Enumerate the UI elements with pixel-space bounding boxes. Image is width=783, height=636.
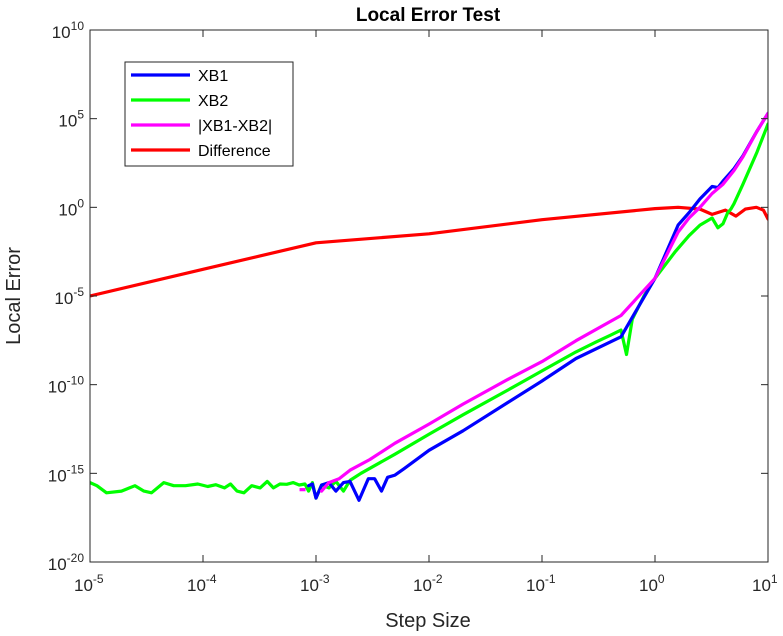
y-tick-label-1: 10-15 bbox=[48, 462, 85, 485]
legend-label-0: XB1 bbox=[198, 68, 228, 85]
y-tick-label-6: 1010 bbox=[52, 19, 85, 42]
legend-label-3: Difference bbox=[198, 143, 271, 160]
series-layer bbox=[90, 111, 768, 502]
y-tick-label-0: 10-20 bbox=[48, 551, 85, 574]
y-tick-labels: 10-20 10-15 10-10 10-5 100 105 1010 bbox=[48, 19, 85, 574]
series-line-3 bbox=[320, 111, 768, 493]
legend-label-2: |XB1-XB2| bbox=[198, 118, 272, 135]
x-tick-label-5: 100 bbox=[639, 572, 665, 595]
y-tick-label-2: 10-10 bbox=[48, 374, 85, 397]
legend-entries: XB1 XB2 |XB1-XB2| Difference bbox=[131, 68, 272, 160]
tick-marks bbox=[89, 29, 769, 563]
x-tick-label-4: 10-1 bbox=[526, 572, 556, 595]
x-tick-label-3: 10-2 bbox=[413, 572, 443, 595]
y-tick-label-3: 10-5 bbox=[54, 285, 84, 308]
x-axis-label: Step Size bbox=[385, 610, 471, 632]
x-tick-labels: 10-5 10-4 10-3 10-2 10-1 100 101 bbox=[74, 572, 778, 595]
x-tick-label-2: 10-3 bbox=[300, 572, 330, 595]
y-tick-label-4: 100 bbox=[58, 196, 84, 219]
chart-title: Local Error Test bbox=[356, 5, 501, 26]
y-tick-label-5: 105 bbox=[58, 108, 84, 131]
x-tick-label-0: 10-5 bbox=[74, 572, 104, 595]
y-axis-label: Local Error bbox=[3, 247, 25, 345]
legend-label-1: XB2 bbox=[198, 93, 228, 110]
x-tick-label-1: 10-4 bbox=[187, 572, 217, 595]
legend: XB1 XB2 |XB1-XB2| Difference bbox=[124, 61, 294, 167]
x-tick-label-6: 101 bbox=[752, 572, 778, 595]
